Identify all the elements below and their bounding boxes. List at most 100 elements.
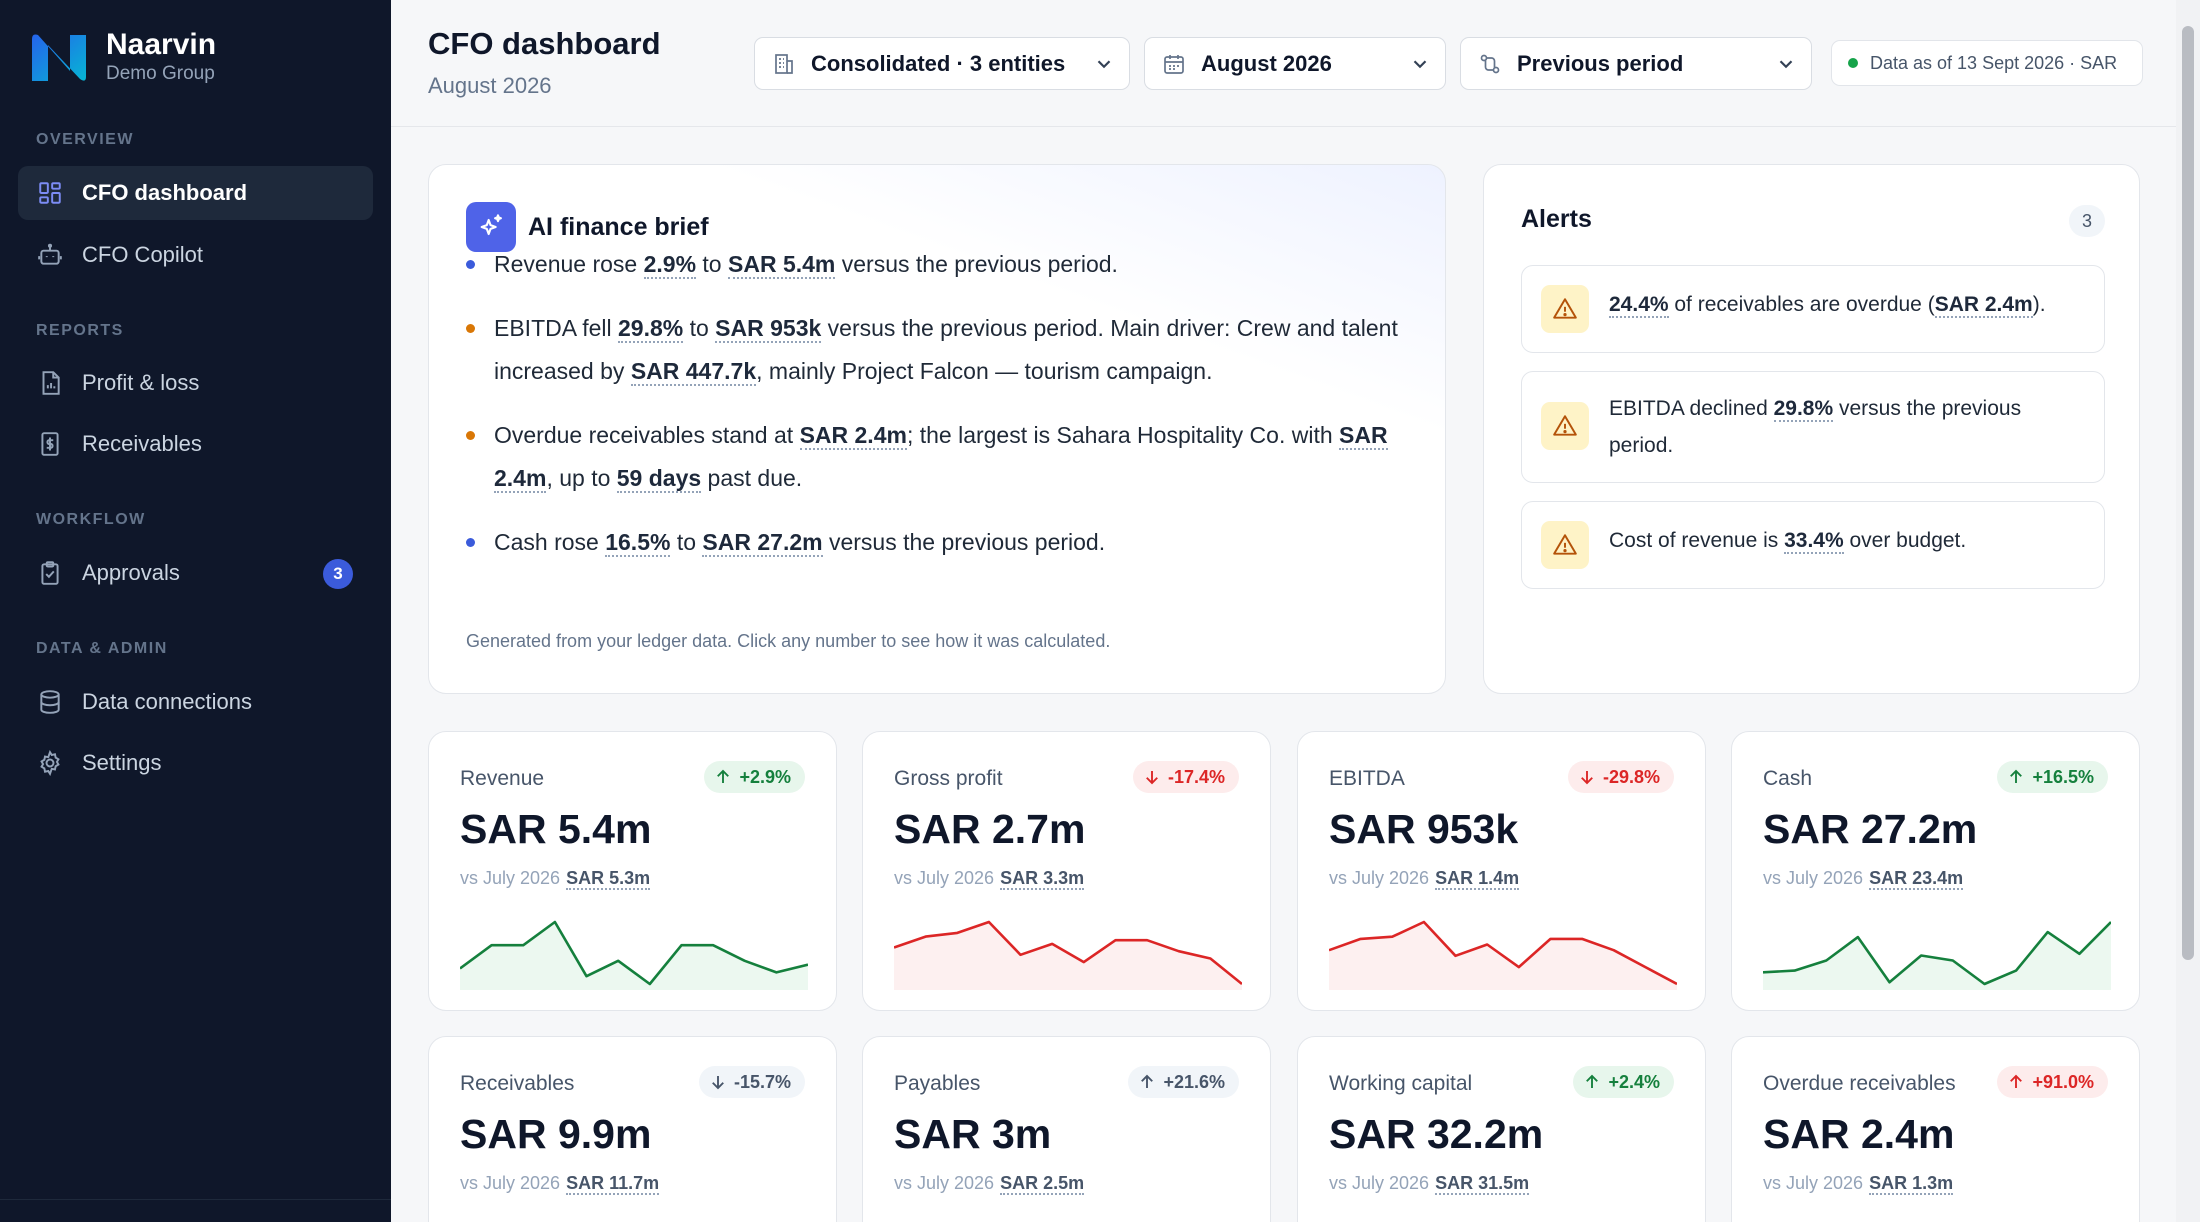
metric-link[interactable]: SAR 5.4m [728, 251, 836, 279]
sparkline-line [894, 920, 1242, 986]
compare-arrows-icon [1477, 51, 1503, 77]
bullet-dot [466, 431, 475, 440]
kpi-card-overdue-receivables[interactable]: Overdue receivables +91.0% SAR 2.4m vs J… [1731, 1036, 2140, 1222]
alerts-title: Alerts [1521, 205, 1592, 233]
alert-text: Cost of revenue is 33.4% over budget. [1609, 522, 2086, 559]
sparkles-icon [466, 202, 516, 252]
kpi-card-revenue[interactable]: Revenue +2.9% SAR 5.4m vs July 2026 SAR 5… [428, 731, 837, 1011]
bullet-text: Overdue receivables stand at [494, 422, 800, 448]
arrow-up-icon [2010, 769, 2023, 783]
kpi-comparison: vs July 2026 SAR 31.5m [1329, 1173, 1530, 1195]
alert-item-ebitda-decline[interactable]: EBITDA declined 29.8% versus the previou… [1521, 371, 2105, 483]
brand-subtitle: Demo Group [106, 63, 215, 84]
kpi-comparison-label: vs July 2026 [894, 868, 995, 888]
sidebar-item-label: Settings [82, 750, 162, 775]
sidebar-item-label: Data connections [82, 689, 252, 714]
metric-link[interactable]: SAR 2.4m [799, 422, 907, 450]
kpi-card-working-capital[interactable]: Working capital +2.4% SAR 32.2m vs July … [1297, 1036, 1706, 1222]
approvals-count-badge: 3 [323, 559, 353, 589]
metric-link[interactable]: 2.9% [643, 251, 697, 279]
metric-link[interactable]: SAR 1.4m [1435, 868, 1520, 890]
kpi-value: SAR 32.2m [1329, 1111, 1544, 1157]
kpi-comparison-label: vs July 2026 [894, 1173, 995, 1193]
bullet-text: , mainly Project Falcon — tourism campai… [756, 358, 1213, 384]
period-select-value: August 2026 [1201, 50, 1332, 76]
sidebar-item-settings[interactable]: Settings [18, 736, 373, 790]
data-freshness-indicator: Data as of 13 Sept 2026 · SAR [1831, 40, 2143, 86]
metric-link[interactable]: SAR 447.7k [630, 358, 757, 386]
kpi-comparison: vs July 2026 SAR 1.4m [1329, 868, 1520, 890]
period-select[interactable]: August 2026 [1144, 37, 1446, 90]
metric-link[interactable]: 24.4% [1609, 293, 1669, 318]
kpi-label: Overdue receivables [1763, 1072, 1956, 1095]
alert-text-part: EBITDA declined [1609, 397, 1774, 420]
page-title: CFO dashboard [428, 26, 661, 61]
metric-link[interactable]: SAR 27.2m [702, 529, 823, 557]
building-icon [771, 51, 797, 77]
sidebar-item-receivables[interactable]: Receivables [18, 417, 373, 471]
metric-link[interactable]: 29.8% [1773, 397, 1834, 422]
brand[interactable]: Naarvin Demo Group [30, 28, 216, 86]
brand-name: Naarvin [106, 28, 217, 61]
sidebar-item-data-connections[interactable]: Data connections [18, 675, 373, 729]
alert-item-cost-of-revenue[interactable]: Cost of revenue is 33.4% over budget. [1521, 501, 2105, 589]
kpi-label: Payables [894, 1072, 981, 1095]
metric-link[interactable]: SAR 2.5m [1000, 1173, 1085, 1195]
bullet-text: Cash rose [494, 529, 606, 555]
page-header: CFO dashboard August 2026 Consolidated ·… [391, 0, 2176, 127]
alert-item-overdue-receivables[interactable]: 24.4% of receivables are overdue (SAR 2.… [1521, 265, 2105, 353]
alerts-card: Alerts 3 24.4% of receivables are overdu… [1483, 164, 2140, 694]
kpi-comparison-label: vs July 2026 [460, 1173, 561, 1193]
metric-link[interactable]: SAR 23.4m [1869, 868, 1964, 890]
metric-link[interactable]: SAR 953k [715, 315, 822, 343]
metric-link[interactable]: 29.8% [617, 315, 684, 343]
metric-link[interactable]: SAR 11.7m [566, 1173, 660, 1195]
bullet-dot [466, 324, 475, 333]
naarvin-logo-icon [32, 34, 86, 81]
kpi-change-badge: +2.4% [1573, 1066, 1674, 1098]
kpi-change: +2.9% [739, 766, 791, 787]
sidebar-item-approvals[interactable]: Approvals 3 [18, 546, 373, 600]
kpi-card-ebitda[interactable]: EBITDA -29.8% SAR 953k vs July 2026 SAR 1… [1297, 731, 1706, 1011]
sidebar-item-profit-loss[interactable]: Profit & loss [18, 356, 373, 410]
kpi-comparison-label: vs July 2026 [1329, 1173, 1430, 1193]
metric-link[interactable]: SAR 1.3m [1869, 1173, 1954, 1195]
bullet-text: versus the previous period. [822, 529, 1106, 555]
compare-select[interactable]: Previous period [1460, 37, 1812, 90]
metric-link[interactable]: SAR 31.5m [1435, 1173, 1530, 1195]
chevron-down-icon [1779, 60, 1793, 69]
metric-link[interactable]: 16.5% [605, 529, 671, 557]
kpi-card-receivables[interactable]: Receivables -15.7% SAR 9.9m vs July 2026… [428, 1036, 837, 1222]
metric-link[interactable]: SAR 2.4m [1934, 293, 2033, 318]
metric-link[interactable]: SAR 5.3m [566, 868, 651, 890]
metric-link[interactable]: 59 days [616, 465, 702, 493]
sidebar-item-cfo-copilot[interactable]: CFO Copilot [18, 228, 373, 282]
bullet-text: Revenue rose [494, 251, 644, 277]
alert-text: 24.4% of receivables are overdue (SAR 2.… [1609, 286, 2086, 323]
sidebar-item-cfo-dashboard[interactable]: CFO dashboard [18, 166, 373, 220]
metric-link[interactable]: 33.4% [1784, 529, 1844, 554]
entity-select[interactable]: Consolidated · 3 entities [754, 37, 1130, 90]
sparkline-cash [1763, 921, 2111, 990]
kpi-card-gross-profit[interactable]: Gross profit -17.4% SAR 2.7m vs July 202… [862, 731, 1271, 1011]
sparkline-area [1763, 922, 2111, 990]
metric-link[interactable]: SAR 3.3m [1000, 868, 1085, 890]
kpi-comparison-label: vs July 2026 [460, 868, 561, 888]
kpi-value: SAR 2.4m [1763, 1111, 1955, 1157]
bullet-text: ; the largest is Sahara Hospitality Co. … [906, 422, 1340, 448]
sparkline-line [1329, 920, 1677, 986]
sidebar-divider [0, 1199, 391, 1200]
sidebar-item-label: CFO Copilot [82, 242, 204, 267]
clipboard-check-icon [36, 559, 64, 587]
nav-section-data-admin: DATA & ADMIN [36, 640, 168, 657]
kpi-card-payables[interactable]: Payables +21.6% SAR 3m vs July 2026 SAR 2… [862, 1036, 1271, 1222]
alert-text-part: of receivables are overdue ( [1668, 293, 1935, 316]
sidebar-item-label: CFO dashboard [82, 180, 248, 205]
kpi-card-cash[interactable]: Cash +16.5% SAR 27.2m vs July 2026 SAR 23… [1731, 731, 2140, 1011]
kpi-value: SAR 27.2m [1763, 806, 1978, 852]
scrollbar-thumb[interactable] [2182, 26, 2194, 960]
kpi-change: -15.7% [733, 1071, 791, 1092]
kpi-label: Working capital [1329, 1072, 1473, 1095]
metric-link[interactable]: SAR 2.4m [494, 422, 1388, 493]
sparkline-area [460, 922, 808, 990]
